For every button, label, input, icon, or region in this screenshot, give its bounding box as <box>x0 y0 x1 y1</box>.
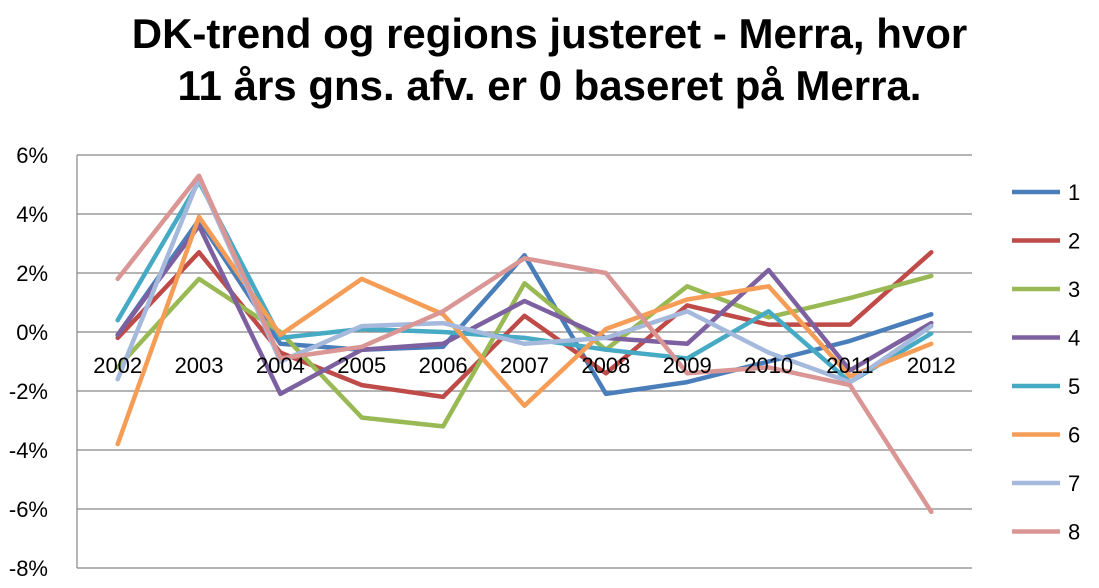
y-tick-label: -6% <box>9 497 48 522</box>
legend-label: 3 <box>1068 277 1080 302</box>
chart-title-line-2: 11 års gns. afv. er 0 baseret på Merra. <box>177 62 922 109</box>
series-line-4 <box>115 223 934 397</box>
legend-label: 1 <box>1068 180 1080 205</box>
y-tick-label: -2% <box>9 379 48 404</box>
x-tick-label: 2007 <box>500 353 549 378</box>
x-tick-label: 2005 <box>337 353 386 378</box>
y-axis-tick-labels: 6% 4% 2% 0% -2% -4% -6% -8% <box>9 143 48 581</box>
x-tick-label: 2012 <box>907 353 956 378</box>
y-tick-label: -8% <box>9 556 48 581</box>
x-tick-label: 2002 <box>93 353 142 378</box>
x-tick-label: 2003 <box>175 353 224 378</box>
y-tick-label: -4% <box>9 438 48 463</box>
series-line-6 <box>115 214 934 447</box>
x-tick-label: 2010 <box>744 353 793 378</box>
legend: 1 2 3 4 5 6 7 8 <box>1012 180 1080 545</box>
y-tick-label: 6% <box>16 143 48 168</box>
x-tick-label: 2008 <box>581 353 630 378</box>
series-line-8 <box>115 173 934 515</box>
chart-title-line-1: DK-trend og regions justeret - Merra, hv… <box>131 10 968 57</box>
series-line-3 <box>115 273 934 429</box>
legend-label: 4 <box>1068 326 1080 351</box>
x-tick-label: 2009 <box>663 353 712 378</box>
legend-label: 8 <box>1068 520 1080 545</box>
series-line-5 <box>115 179 934 385</box>
y-tick-label: 0% <box>16 320 48 345</box>
y-tick-label: 2% <box>16 261 48 286</box>
legend-label: 5 <box>1068 374 1080 399</box>
series-line-2 <box>115 250 934 400</box>
series-lines <box>115 173 934 515</box>
x-tick-label: 2011 <box>826 353 873 378</box>
chart-title: DK-trend og regions justeret - Merra, hv… <box>0 8 1099 112</box>
legend-label: 7 <box>1068 471 1080 496</box>
x-axis-tick-labels: 2002 2003 2004 2005 2006 2007 2008 2009 2010 2011… <box>93 353 956 378</box>
x-tick-label: 2006 <box>419 353 468 378</box>
y-tick-label: 4% <box>16 202 48 227</box>
x-tick-label: 2004 <box>256 353 305 378</box>
legend-label: 2 <box>1068 229 1080 254</box>
legend-label: 6 <box>1068 423 1080 448</box>
gridlines <box>76 154 972 569</box>
